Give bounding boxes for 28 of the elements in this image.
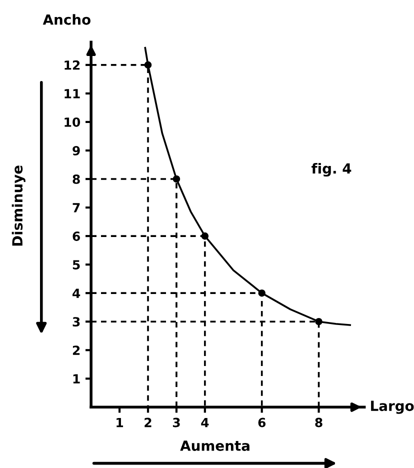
y-tick-label: 5 xyxy=(72,260,80,270)
x-tick-label: 1 xyxy=(116,418,124,428)
y-tick-label: 10 xyxy=(64,117,80,127)
y-axis-title: Ancho xyxy=(42,14,90,25)
y-tick-label: 1 xyxy=(73,374,80,384)
point xyxy=(315,318,322,326)
y-tick-label: 4 xyxy=(72,288,80,298)
x-tick-label: 2 xyxy=(144,418,152,428)
y-tick-label: 2 xyxy=(72,346,80,355)
x-axis-title: Largo xyxy=(371,400,414,414)
annotation: fig. 4 xyxy=(312,162,352,177)
y-tick-label: 6 xyxy=(72,232,80,241)
y-tick-label: 11 xyxy=(64,89,80,98)
x-tick-label: 8 xyxy=(315,418,322,428)
y-tick-label: 12 xyxy=(64,60,80,70)
point xyxy=(201,232,209,240)
text: Aumenta xyxy=(180,440,250,451)
point xyxy=(172,175,180,183)
y-tick-label: 8 xyxy=(72,174,80,184)
y-tick-label: 7 xyxy=(72,203,80,212)
point xyxy=(144,61,152,69)
x-tick-label: 4 xyxy=(201,418,209,428)
x-tick-label: 3 xyxy=(172,418,180,428)
point xyxy=(258,289,266,297)
text: Disminuye xyxy=(12,166,26,246)
y-tick-label: 3 xyxy=(72,317,80,327)
y-tick-label: 9 xyxy=(72,146,80,156)
x-tick-label: 6 xyxy=(258,418,266,428)
